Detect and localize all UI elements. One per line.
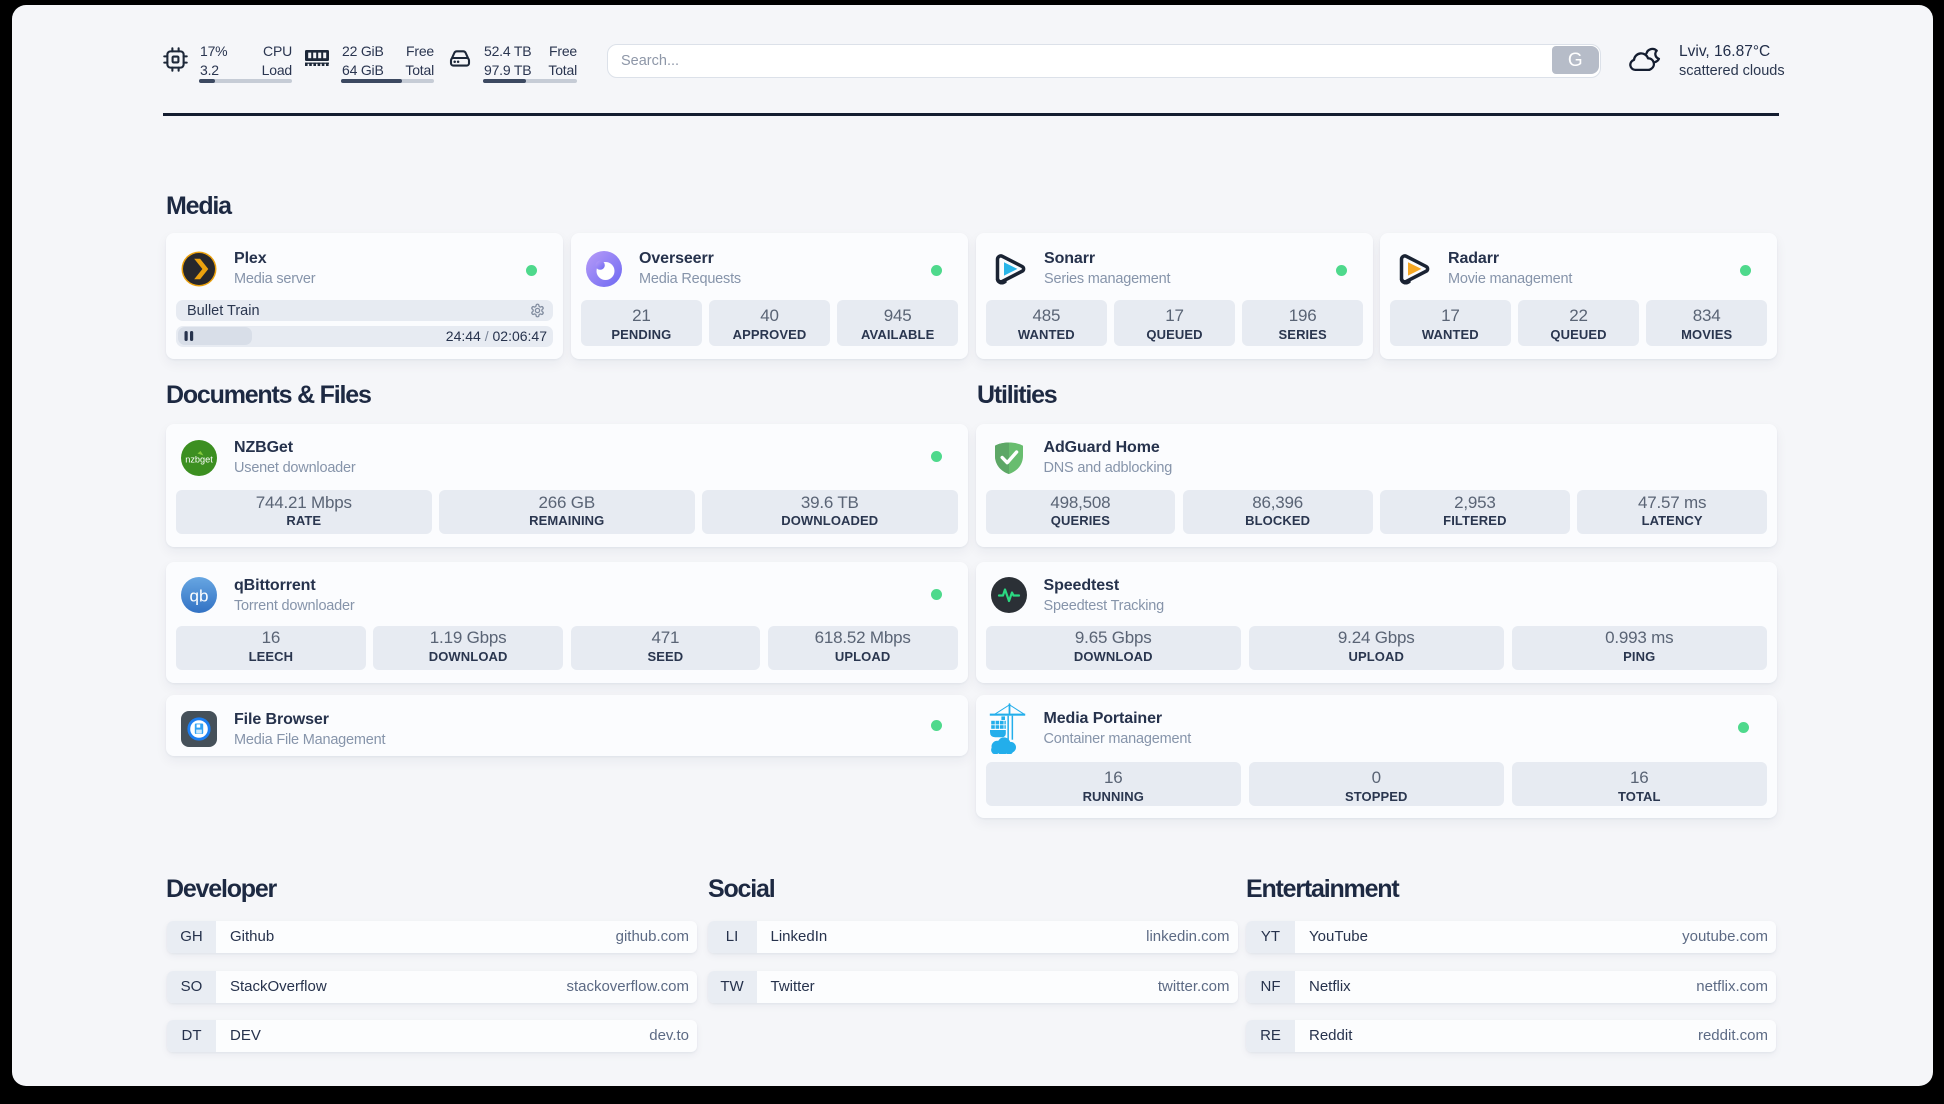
svg-text:qb: qb: [190, 587, 209, 606]
svg-text:nzbget: nzbget: [185, 454, 213, 464]
